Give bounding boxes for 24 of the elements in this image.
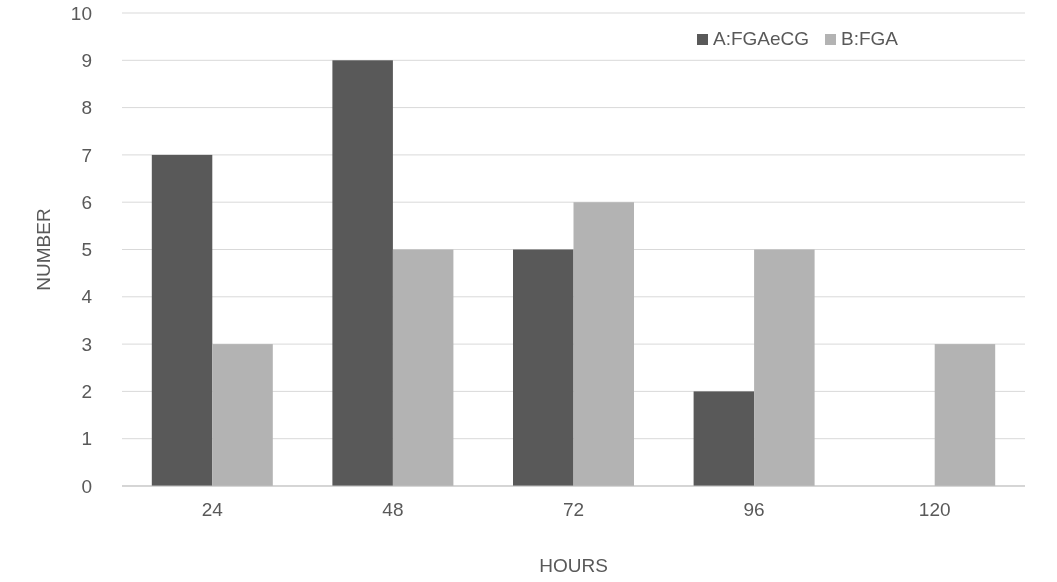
y-tick-label: 9 [81,49,92,71]
x-tick-label: 96 [743,499,765,520]
x-tick-label: 24 [201,499,224,520]
x-tick-label: 120 [918,499,951,520]
bar [151,154,213,486]
y-tick-label: 3 [81,333,92,355]
y-tick-label: 7 [81,144,92,166]
y-tick-label: 1 [81,428,92,450]
y-axis-title: NUMBER [33,208,54,291]
y-tick-label: 6 [81,191,92,213]
y-tick-label: 2 [81,381,92,403]
legend-label: B:FGA [841,28,899,49]
x-tick-label: 48 [382,499,404,520]
legend-label: A:FGAeCG [713,28,810,49]
bar [513,249,574,486]
y-tick-label: 0 [81,475,92,497]
y-tick-label: 8 [81,97,92,119]
y-tick-label: 5 [81,239,92,261]
x-tick-label: 72 [562,499,585,520]
bar [332,60,393,486]
y-tick-label: 4 [81,286,93,308]
y-tick-label: 10 [70,2,92,24]
x-axis-title: HOURS [539,555,608,576]
bar [693,391,755,486]
